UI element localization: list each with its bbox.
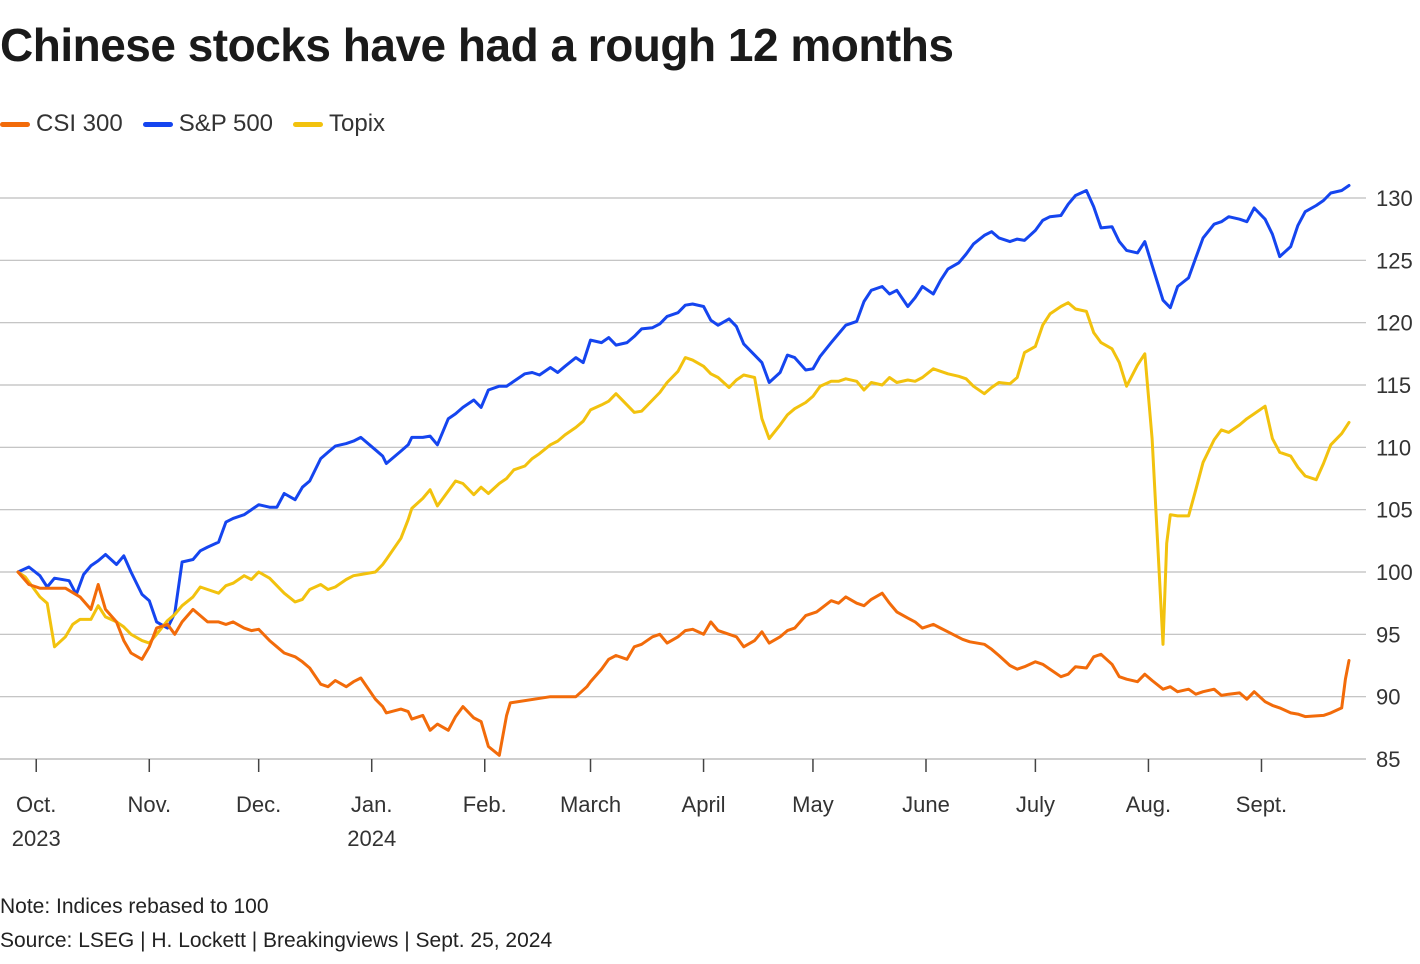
x-tick-label-april: April	[682, 792, 726, 817]
x-tick-label-july: July	[1016, 792, 1055, 817]
y-tick-label-115: 115	[1376, 373, 1411, 398]
legend-label-sp500: S&P 500	[178, 110, 274, 137]
y-tick-label-95: 95	[1376, 622, 1400, 647]
legend-swatch-csi300	[0, 121, 30, 127]
series-line-topix	[16, 301, 1351, 649]
legend-item-topix: Topix	[293, 110, 385, 138]
x-tick-label-sept: Sept.	[1236, 792, 1287, 817]
chart-source: Source: LSEG | H. Lockett | Breakingview…	[0, 929, 553, 952]
x-tick-label-jan: Jan.	[351, 792, 393, 817]
legend-item-sp500: S&P 500	[142, 110, 274, 138]
x-tick-sublabel-2024: 2024	[347, 826, 396, 851]
x-tick-label-may: May	[792, 792, 834, 817]
legend-label-topix: Topix	[329, 110, 386, 137]
y-tick-label-130: 130	[1376, 186, 1413, 211]
legend-swatch-topix	[293, 121, 324, 127]
y-tick-label-90: 90	[1376, 685, 1400, 710]
legend: CSI 300 S&P 500 Topix	[0, 108, 405, 140]
y-tick-label-125: 125	[1376, 248, 1413, 273]
x-tick-label-june: June	[902, 792, 950, 817]
series-line-sp500	[16, 184, 1351, 630]
x-tick-label-feb: Feb.	[463, 792, 507, 817]
y-tick-label-85: 85	[1376, 747, 1400, 772]
legend-item-csi300: CSI 300	[0, 110, 123, 138]
legend-swatch-sp500	[142, 121, 173, 127]
chart-note: Note: Indices rebased to 100	[0, 895, 269, 918]
line-chart: 85 90 95 100 105 110 115 120 125 130 Oct. 2023 Nov. D…	[0, 184, 1413, 851]
y-tick-label-100: 100	[1376, 560, 1413, 585]
x-tick-label-oct: Oct.	[16, 792, 56, 817]
y-tick-label-120: 120	[1376, 311, 1413, 336]
legend-label-csi300: CSI 300	[36, 110, 123, 137]
y-tick-label-105: 105	[1376, 498, 1413, 523]
x-tick-sublabel-2023: 2023	[12, 826, 61, 851]
x-tick-label-aug: Aug.	[1126, 792, 1171, 817]
chart-title: Chinese stocks have had a rough 12 month…	[0, 19, 954, 71]
x-tick-label-nov: Nov.	[127, 792, 171, 817]
x-tick-label-march: March	[560, 792, 621, 817]
y-tick-label-110: 110	[1376, 435, 1411, 460]
series-line-csi300	[16, 570, 1351, 757]
x-tick-label-dec: Dec.	[236, 792, 281, 817]
